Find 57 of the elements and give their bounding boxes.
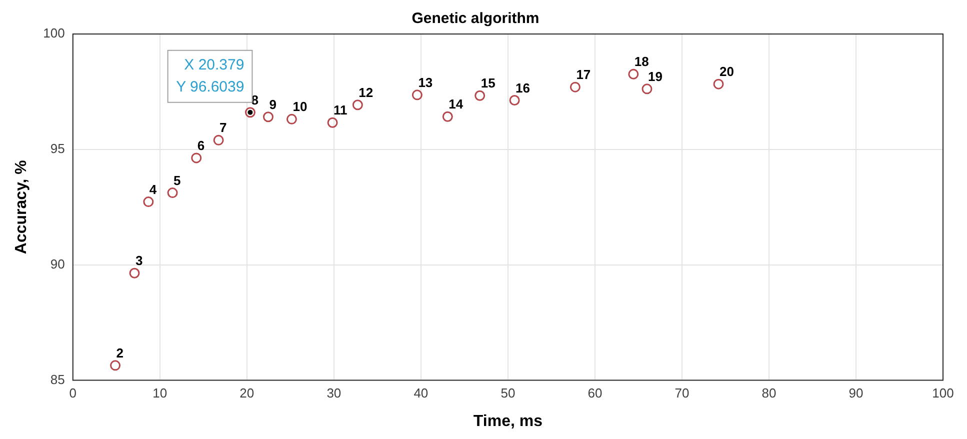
point [167,188,178,198]
annotation: 6 [197,138,205,154]
point [244,107,256,118]
annotation: 11 [334,102,348,118]
point [412,90,422,100]
annotation: X 20.379 [184,56,244,74]
point [474,90,486,101]
point [143,196,154,208]
point [286,114,297,124]
point [352,100,363,110]
chart-title: Genetic algorithm [412,10,540,28]
x-axis-title: Time, ms [473,412,543,430]
point [442,111,453,122]
x-tick-label: 60 [588,386,602,401]
x-tick-label: 90 [848,386,864,401]
annotation: 19 [648,69,662,84]
annotation: 10 [292,99,308,114]
annotation: 20 [720,64,734,80]
x-tick-label: 10 [152,386,168,401]
x-tick-label: 30 [326,386,342,401]
point [191,152,202,164]
annotation: 15 [480,76,496,91]
x-tick-label: 70 [674,386,690,401]
y-tick-label: 90 [50,256,65,272]
x-tick-label: 0 [69,386,77,401]
point [262,112,274,122]
annotation: 16 [516,80,530,96]
annotation: Y 96.6039 [176,78,244,96]
point [570,82,580,92]
annotation: 14 [448,96,464,112]
x-tick-label: 20 [240,386,254,401]
annotation: 18 [634,54,649,70]
x-tick-label: 50 [500,386,516,401]
x-tick-label: 40 [414,386,428,401]
annotation: 4 [149,182,158,197]
y-tick-label: 95 [50,140,65,156]
y-tick-label: 100 [43,26,65,41]
point [110,360,121,371]
annotation: 12 [358,84,374,100]
annotation: 17 [576,67,591,82]
annotation: 9 [269,96,276,112]
point [509,94,520,106]
point [628,68,639,80]
annotation: 3 [135,253,143,268]
y-axis-title: Accuracy, % [13,160,30,254]
annotation: 13 [418,75,433,90]
y-tick-label: 85 [50,372,65,387]
x-tick-label: 100 [932,386,954,401]
point [213,134,224,146]
annotation: 5 [174,172,181,188]
point [129,268,140,278]
x-tick-label: 80 [762,386,776,401]
point [642,84,652,94]
annotation: 7 [220,120,227,136]
annotation: 2 [116,346,124,361]
point [327,117,338,128]
point [713,78,724,90]
